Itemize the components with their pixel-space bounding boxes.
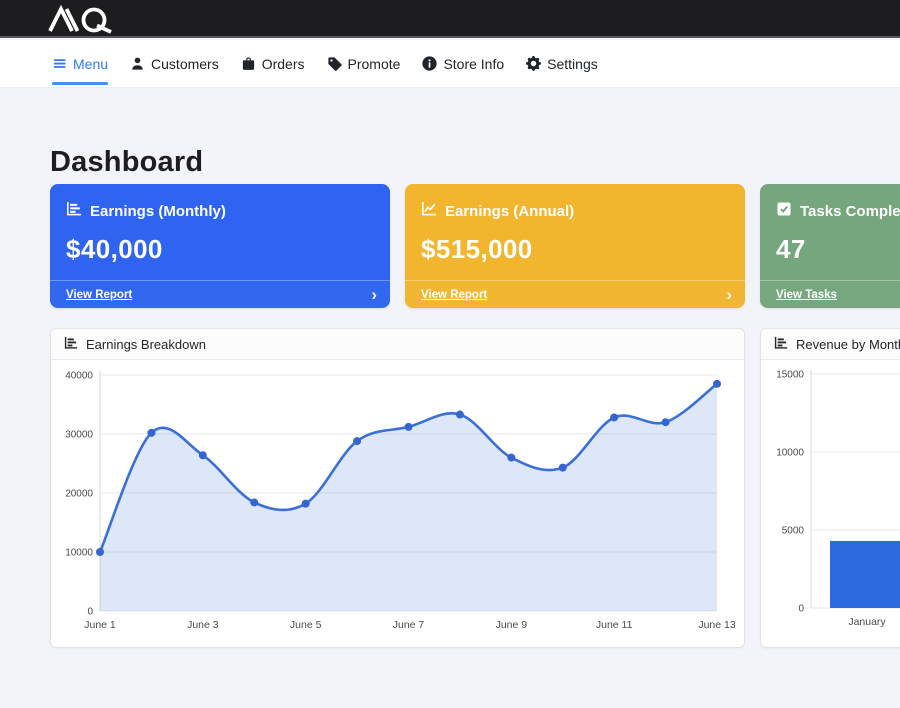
nav-item-promote[interactable]: Promote	[327, 40, 401, 87]
nav-item-label: Orders	[261, 55, 305, 72]
chart-bar-icon	[66, 201, 82, 221]
svg-text:10000: 10000	[65, 548, 93, 559]
chevron-right-icon: ›	[726, 285, 732, 304]
logo-a-stroke	[48, 4, 74, 32]
card-title: Earnings (Annual)	[445, 202, 575, 220]
tasks-completed-card: Tasks Completed 47 View Tasks ›	[760, 184, 900, 308]
chart-bar-icon	[774, 336, 788, 353]
shopping-bag-icon	[241, 56, 256, 71]
check-square-icon	[776, 201, 792, 221]
svg-text:20000: 20000	[65, 489, 93, 500]
card-link-label: View Tasks	[776, 288, 837, 301]
gear-icon	[526, 56, 542, 71]
earnings-monthly-card: Earnings (Monthly) $40,000 View Report ›	[50, 184, 390, 308]
panel-header: Revenue by Month	[761, 329, 900, 360]
svg-text:June 9: June 9	[496, 619, 528, 631]
page-title: Dashboard	[50, 146, 204, 178]
earnings-breakdown-panel: Earnings Breakdown 0 10000 20000 30000 40000…	[50, 328, 745, 648]
chevron-right-icon: ›	[371, 285, 377, 304]
view-report-link[interactable]: View Report ›	[405, 280, 745, 308]
svg-text:January: January	[848, 616, 886, 628]
card-title: Earnings (Monthly)	[90, 202, 226, 220]
card-value: $40,000	[66, 234, 163, 264]
card-value: $515,000	[421, 234, 533, 264]
hamburger-icon	[52, 56, 67, 71]
panel-header: Earnings Breakdown	[51, 329, 744, 360]
nav-item-menu[interactable]: Menu	[52, 40, 109, 87]
nav-item-label: Customers	[151, 55, 219, 72]
earnings-annual-card: Earnings (Annual) $515,000 View Report ›	[405, 184, 745, 308]
nav-item-label: Menu	[73, 55, 109, 72]
view-tasks-link[interactable]: View Tasks ›	[760, 280, 900, 308]
svg-text:June 13: June 13	[698, 619, 736, 631]
chart-line-icon	[421, 201, 437, 221]
logo-slash-stroke	[64, 8, 80, 32]
svg-text:10000: 10000	[776, 448, 804, 459]
card-header: Earnings (Monthly)	[50, 184, 390, 221]
nav-item-store-info[interactable]: Store Info	[422, 40, 504, 87]
bar-chart: 0 5000 10000 15000 January	[761, 360, 900, 652]
user-icon	[130, 56, 145, 71]
nav-item-settings[interactable]: Settings	[526, 40, 598, 87]
nav-item-label: Settings	[547, 55, 598, 72]
nav-item-customers[interactable]: Customers	[130, 40, 219, 87]
svg-text:June 5: June 5	[290, 619, 322, 631]
svg-text:0: 0	[87, 607, 93, 618]
logo-aq[interactable]	[44, 4, 144, 39]
svg-text:5000: 5000	[782, 526, 805, 537]
tag-icon	[327, 56, 342, 71]
active-tab-indicator	[52, 82, 109, 85]
card-value: 47	[776, 234, 806, 264]
nav-item-label: Promote	[347, 55, 401, 72]
svg-text:June 7: June 7	[393, 619, 425, 631]
revenue-by-month-panel: Revenue by Month 0 5000 10000 15000 January	[760, 328, 900, 648]
card-header: Tasks Completed	[760, 184, 900, 221]
svg-text:40000: 40000	[65, 371, 93, 382]
card-title: Tasks Completed	[800, 202, 900, 220]
svg-text:0: 0	[798, 604, 804, 615]
card-link-label: View Report	[421, 288, 488, 301]
card-link-label: View Report	[66, 288, 133, 301]
svg-text:15000: 15000	[776, 370, 804, 381]
view-report-link[interactable]: View Report ›	[50, 280, 390, 308]
chart-bar-icon	[64, 336, 78, 353]
panel-title: Revenue by Month	[796, 336, 900, 352]
nav-item-orders[interactable]: Orders	[241, 40, 305, 87]
svg-text:June 11: June 11	[596, 619, 633, 631]
top-app-bar	[0, 0, 900, 38]
nav-item-label: Store Info	[443, 55, 505, 72]
logo-q-tail	[96, 23, 112, 34]
svg-text:June 3: June 3	[187, 619, 219, 631]
logo-q-circle	[81, 7, 107, 33]
info-circle-icon	[422, 56, 438, 71]
line-chart: 0 10000 20000 30000 40000 June 1 June 3 June 5 J…	[51, 360, 744, 652]
card-header: Earnings (Annual)	[405, 184, 745, 221]
svg-text:June 1: June 1	[84, 619, 116, 631]
main-navbar: Menu Customers Orders Promote	[0, 40, 900, 88]
svg-text:30000: 30000	[65, 430, 93, 441]
panel-title: Earnings Breakdown	[86, 336, 206, 352]
